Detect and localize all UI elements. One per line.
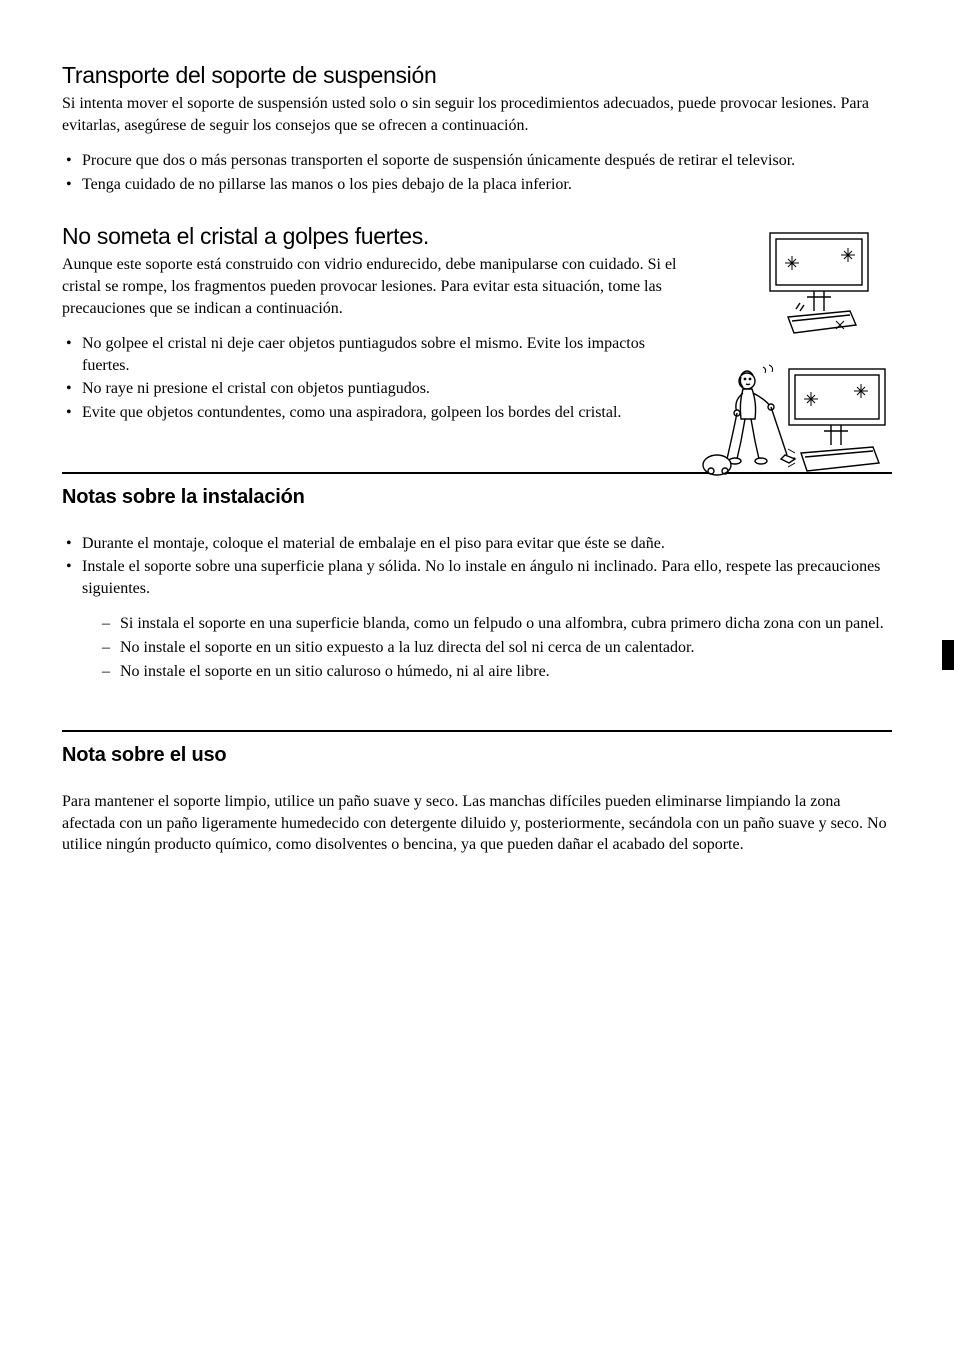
section-divider (62, 730, 892, 732)
list-item: Instale el soporte sobre una superficie … (62, 556, 892, 682)
list-item: No golpee el cristal ni deje caer objeto… (62, 333, 682, 376)
transport-heading: Transporte del soporte de suspensión (62, 62, 892, 89)
list-item: Tenga cuidado de no pillarse las manos o… (62, 174, 892, 196)
list-item: No instale el soporte en un sitio caluro… (102, 661, 892, 683)
list-item: Procure que dos o más personas transport… (62, 150, 892, 172)
list-item: Si instala el soporte en una superficie … (102, 613, 892, 635)
instalacion-heading: Notas sobre la instalación (62, 486, 892, 509)
uso-heading: Nota sobre el uso (62, 744, 892, 767)
uso-paragraph: Para mantener el soporte limpio, utilice… (62, 791, 892, 856)
list-item-text: Instale el soporte sobre una superficie … (82, 558, 880, 597)
instalacion-bullet-list: Durante el montaje, coloque el material … (62, 533, 892, 683)
document-content: Transporte del soporte de suspensión Si … (62, 62, 892, 856)
cristal-text-column: No someta el cristal a golpes fuertes. A… (62, 223, 682, 423)
section-transport: Transporte del soporte de suspensión Si … (62, 62, 892, 195)
transport-bullet-list: Procure que dos o más personas transport… (62, 150, 892, 195)
cristal-intro: Aunque este soporte está construido con … (62, 254, 682, 319)
vacuum-illustration (697, 363, 892, 483)
instalacion-sub-list: Si instala el soporte en una superficie … (102, 613, 892, 682)
cristal-heading: No someta el cristal a golpes fuertes. (62, 223, 682, 250)
transport-intro: Si intenta mover el soporte de suspensió… (62, 93, 892, 136)
page-tab-marker (942, 640, 954, 670)
tv-stand-crack-illustration (752, 229, 892, 344)
section-cristal: No someta el cristal a golpes fuertes. A… (62, 223, 892, 423)
list-item: No instale el soporte en un sitio expues… (102, 637, 892, 659)
list-item: Durante el montaje, coloque el material … (62, 533, 892, 555)
list-item: Evite que objetos contundentes, como una… (62, 402, 682, 424)
cristal-bullet-list: No golpee el cristal ni deje caer objeto… (62, 333, 682, 423)
list-item: No raye ni presione el cristal con objet… (62, 378, 682, 400)
